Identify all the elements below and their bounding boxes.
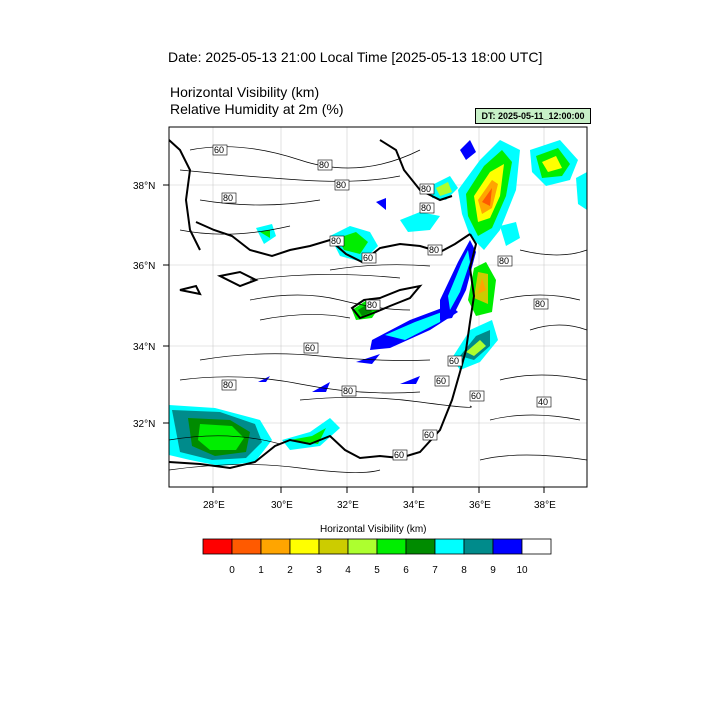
svg-text:80: 80 (223, 380, 233, 390)
colorbar-label: 9 (490, 565, 496, 576)
contour-label: 80 (419, 202, 435, 214)
svg-text:80: 80 (421, 184, 431, 194)
contour-label: 80 (497, 255, 513, 267)
contour-label: 80 (334, 179, 350, 191)
lon-tick-label: 38°E (534, 500, 556, 511)
colorbar-swatch (521, 538, 552, 555)
svg-text:80: 80 (367, 300, 377, 310)
map-frame (168, 126, 588, 488)
colorbar-label: 6 (403, 565, 409, 576)
colorbar-swatch (231, 538, 262, 555)
svg-text:60: 60 (394, 450, 404, 460)
colorbar-swatch (405, 538, 436, 555)
date-title: Date: 2025-05-13 21:00 Local Time [2025-… (168, 49, 543, 65)
svg-text:60: 60 (424, 430, 434, 440)
contour-label: 80 (317, 159, 333, 171)
svg-text:60: 60 (214, 145, 224, 155)
contour-label: 60 (361, 252, 377, 264)
colorbar (202, 538, 552, 555)
colorbar-label: 4 (345, 565, 351, 576)
lon-tick-label: 28°E (203, 500, 225, 511)
colorbar-swatch (289, 538, 320, 555)
svg-text:80: 80 (535, 299, 545, 309)
colorbar-label: 0 (229, 565, 235, 576)
colorbar-swatch (376, 538, 407, 555)
contour-label: 40 (536, 396, 552, 408)
visibility-shading (169, 140, 587, 466)
colorbar-swatch (463, 538, 494, 555)
colorbar-label: 7 (432, 565, 438, 576)
lat-tick-label: 36°N (133, 261, 155, 272)
colorbar-swatch (492, 538, 523, 555)
variable-title-humidity: Relative Humidity at 2m (%) (170, 101, 344, 117)
contour-label: 60 (434, 375, 450, 387)
contour-label: 80 (419, 183, 435, 195)
colorbar-swatch (202, 538, 233, 555)
axis-ticks (163, 184, 545, 493)
contour-label: 80 (221, 379, 237, 391)
contour-label: 60 (469, 390, 485, 402)
svg-text:80: 80 (319, 160, 329, 170)
svg-text:60: 60 (449, 356, 459, 366)
contour-label: 60 (212, 144, 228, 156)
colorbar-swatch (434, 538, 465, 555)
lon-tick-label: 30°E (271, 500, 293, 511)
contour-label: 80 (341, 385, 357, 397)
contour-label: 80 (427, 244, 443, 256)
init-time-badge: DT: 2025-05-11_12:00:00 (475, 108, 591, 124)
contour-label: 60 (392, 449, 408, 461)
lat-tick-label: 38°N (133, 181, 155, 192)
svg-text:60: 60 (471, 391, 481, 401)
contour-label: 80 (329, 235, 345, 247)
lon-tick-label: 34°E (403, 500, 425, 511)
svg-text:80: 80 (343, 386, 353, 396)
svg-text:60: 60 (436, 376, 446, 386)
contour-label: 60 (303, 342, 319, 354)
variable-title-visibility: Horizontal Visibility (km) (170, 84, 320, 100)
lat-tick-label: 34°N (133, 342, 155, 353)
map-field: 60 80 80 80 80 80 80 60 80 80 80 80 60 6… (169, 127, 587, 487)
svg-text:60: 60 (363, 253, 373, 263)
colorbar-label: 8 (461, 565, 467, 576)
contour-label: 80 (365, 299, 381, 311)
svg-text:80: 80 (223, 193, 233, 203)
svg-text:80: 80 (429, 245, 439, 255)
colorbar-label: 10 (516, 565, 528, 576)
lon-tick-label: 32°E (337, 500, 359, 511)
contour-label: 60 (447, 355, 463, 367)
colorbar-label: 5 (374, 565, 380, 576)
colorbar-swatch (347, 538, 378, 555)
humidity-contours (169, 146, 587, 473)
svg-text:60: 60 (305, 343, 315, 353)
lon-tick-label: 36°E (469, 500, 491, 511)
contour-labels: 60 80 80 80 80 80 80 60 80 80 80 80 60 6… (212, 144, 552, 461)
svg-text:80: 80 (499, 256, 509, 266)
svg-text:40: 40 (538, 397, 548, 407)
colorbar-label: 3 (316, 565, 322, 576)
contour-label: 80 (221, 192, 237, 204)
contour-label: 60 (422, 429, 438, 441)
colorbar-swatch (260, 538, 291, 555)
lat-tick-label: 32°N (133, 419, 155, 430)
colorbar-label: 2 (287, 565, 293, 576)
colorbar-title: Horizontal Visibility (km) (320, 524, 427, 535)
contour-label: 80 (533, 298, 549, 310)
svg-text:80: 80 (336, 180, 346, 190)
colorbar-swatch (318, 538, 349, 555)
colorbar-label: 1 (258, 565, 264, 576)
svg-text:80: 80 (421, 203, 431, 213)
svg-text:80: 80 (331, 236, 341, 246)
